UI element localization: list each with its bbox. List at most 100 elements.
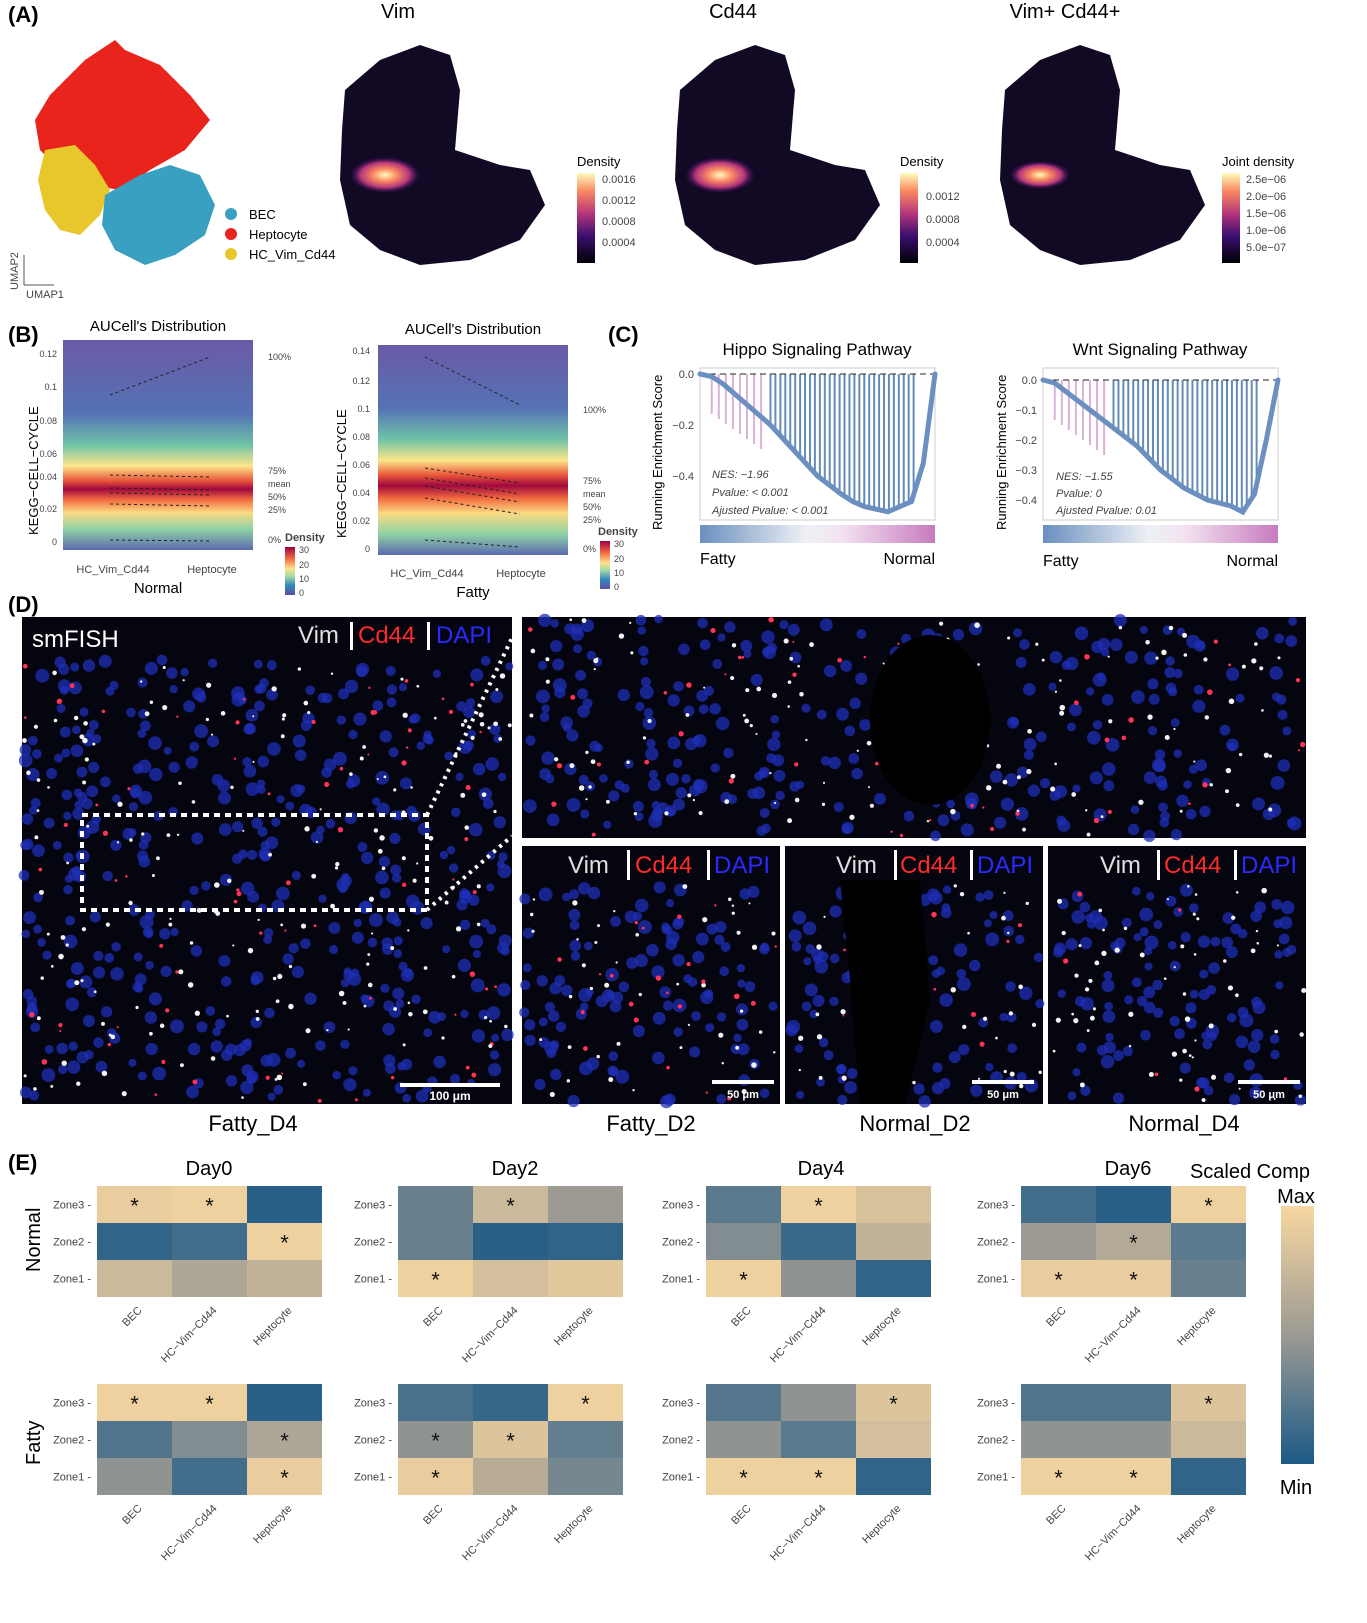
nucleus-dot (659, 1095, 673, 1109)
nucleus-dot (823, 664, 837, 678)
significance-star: * (506, 1429, 515, 1454)
vim-signal (280, 734, 285, 739)
cd44-signal (368, 996, 372, 1000)
nucleus-dot (836, 707, 849, 721)
heatmap-cell (97, 1186, 172, 1223)
nucleus-dot (697, 617, 708, 629)
nucleus-dot (1130, 805, 1140, 814)
smfish-small-normal-d4 (1048, 846, 1307, 1106)
nucleus-dot (520, 979, 531, 991)
heatmap-cell (172, 1458, 247, 1495)
vim-signal (731, 904, 735, 907)
nucleus-dot (756, 825, 767, 837)
significance-star: * (280, 1466, 289, 1491)
nucleus-dot (928, 955, 939, 966)
nucleus-dot (59, 726, 71, 738)
density-title-joint: Vim+ Cd44+ (1010, 1, 1121, 23)
vim-signal (1192, 912, 1196, 916)
nucleus-dot (353, 712, 367, 726)
nucleus-dot (56, 1042, 68, 1055)
significance-star: * (205, 1194, 214, 1219)
zone-label: Zone2 - (354, 1435, 392, 1447)
vim-signal (616, 1041, 621, 1046)
nucleus-dot (640, 676, 651, 687)
vim-signal (953, 884, 957, 888)
vim-signal (687, 793, 692, 798)
stain-dapi: DAPI (1241, 852, 1297, 879)
vim-signal (232, 944, 235, 947)
stain-divider (970, 850, 973, 880)
heatmap-cell (1096, 1223, 1171, 1260)
stain-vim: Vim (298, 622, 339, 649)
vim-signal (1235, 803, 1240, 807)
vim-signal (1277, 656, 1281, 660)
vim-signal (1261, 887, 1267, 894)
vim-signal (206, 682, 212, 688)
nucleus-dot (855, 672, 868, 685)
nucleus-dot (580, 809, 590, 819)
ytick: 0.02 (352, 516, 370, 526)
nucleus-dot (137, 1071, 147, 1081)
heatmap-cell (856, 1458, 931, 1495)
scaled-comp-bar (1281, 1206, 1314, 1464)
nucleus-dot (651, 800, 661, 810)
nucleus-dot (244, 722, 256, 735)
nucleus-dot (1221, 936, 1234, 949)
vim-signal (196, 907, 202, 913)
nucleus-dot (405, 894, 420, 908)
heatmap-cell (1171, 1421, 1246, 1458)
cd44-signal (38, 867, 43, 872)
vim-signal (82, 780, 87, 785)
density-legend-tick: 10 (614, 568, 624, 578)
vim-signal (1026, 768, 1032, 775)
nucleus-dot (1180, 931, 1191, 943)
nucleus-dot (1288, 616, 1298, 626)
nucleus-dot (207, 735, 220, 748)
vim-signal (288, 1003, 294, 1010)
vim-signal (1059, 679, 1062, 682)
nucleus-dot (1148, 693, 1160, 705)
nucleus-dot (816, 709, 827, 720)
nucleus-dot (681, 774, 691, 784)
heatmap-cell (1096, 1421, 1171, 1458)
nucleus-dot (328, 922, 341, 934)
nucleus-dot (567, 1094, 580, 1108)
nucleus-dot (575, 669, 587, 681)
nucleus-dot (1275, 981, 1284, 990)
heatmap-cell (97, 1260, 172, 1297)
vim-signal (1007, 931, 1010, 935)
cd44-signal (470, 682, 474, 687)
vim-signal (1182, 632, 1188, 638)
nucleus-dot (160, 965, 172, 977)
vim-signal (593, 658, 599, 664)
nucleus-dot (1124, 650, 1138, 664)
cell-type-label: Heptocyte (1175, 1305, 1219, 1349)
vim-signal (129, 838, 133, 842)
vim-signal (787, 705, 790, 708)
nucleus-dot (610, 915, 621, 927)
nucleus-dot (137, 729, 147, 738)
vim-signal (1092, 1007, 1096, 1011)
ytick: 0.08 (352, 432, 370, 442)
heatmap-fatty-day6: *Zone3 -Zone2 -* *Zone1 -BEC HC−Vim−Cd44 He… (977, 1384, 1246, 1563)
cd44-signal (677, 914, 682, 919)
nucleus-dot (1208, 962, 1220, 974)
nucleus-dot (717, 633, 726, 642)
nucleus-dot (57, 1064, 68, 1075)
nucleus-dot (594, 743, 603, 752)
nucleus-dot (773, 769, 786, 782)
cd44-signal (176, 715, 179, 718)
nucleus-dot (88, 720, 99, 731)
nucleus-dot (646, 738, 656, 749)
nucleus-dot (393, 949, 403, 958)
vim-signal (441, 1036, 445, 1040)
vim-signal (117, 801, 123, 807)
cell-type-label: Heptocyte (1175, 1503, 1219, 1547)
nucleus-dot (315, 1040, 326, 1051)
nucleus-dot (1207, 1031, 1218, 1041)
vim-signal (50, 965, 54, 968)
vim-signal (330, 903, 335, 909)
vim-signal (578, 785, 585, 791)
nucleus-dot (1165, 656, 1175, 666)
heatmap-cell (548, 1384, 623, 1421)
